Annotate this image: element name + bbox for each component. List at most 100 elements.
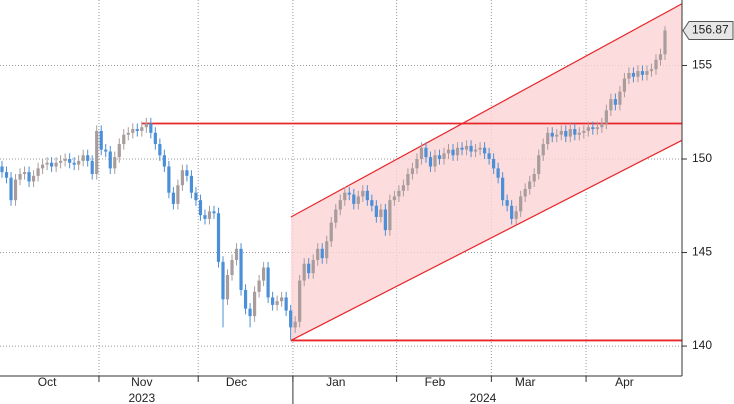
year-label: 2023 [128,391,155,404]
candle-body [230,260,234,275]
candle-body [203,215,207,219]
candle-body [95,130,99,174]
candle-body [487,153,491,160]
candle-body [316,248,320,261]
candle-body [40,164,45,169]
candle-body [519,196,523,212]
candle-body [600,123,604,128]
candle-body [131,129,135,133]
channel-lower [290,139,683,341]
candle-body [663,30,667,55]
candle-body [564,130,568,137]
candle-body [122,134,126,145]
candle-body [135,129,139,131]
candle-body [546,132,550,145]
candle-body [239,248,243,290]
candle-body [198,200,203,216]
candle-body [528,181,532,189]
candle-body [640,71,645,75]
candle-body [352,194,356,204]
candle-body [537,155,541,174]
x-tick-label: Jan [326,375,345,389]
candle-body [158,144,162,156]
candle-body [433,155,437,167]
candle-body [248,308,252,317]
candle-body [252,291,257,317]
candle-body [77,160,81,165]
candle-body [243,289,248,309]
candle-body [225,274,230,300]
candle-body [4,172,9,178]
candle-body [464,145,469,150]
candle-body [194,192,198,201]
candle-body [86,155,90,161]
candle-body [185,170,189,176]
candle-body [428,157,433,167]
candle-body [9,177,13,201]
candle-body [302,263,306,281]
candle-body [22,172,27,174]
candle-body [379,209,383,217]
candle-body [532,173,536,182]
candle-body [573,129,577,135]
candle-body [284,297,288,311]
candle-body [266,267,270,298]
candle-body [568,129,572,137]
candle-body [654,59,658,70]
candle-body [442,153,446,160]
y-tick-label: 140 [692,338,712,352]
candle-body [658,54,663,60]
candle-body [501,177,505,201]
candle-body [622,78,627,92]
candle-body [108,151,112,169]
candle-body [140,127,144,131]
candle-body [257,280,261,292]
candle-body [280,297,284,302]
candle-body [153,132,157,145]
candle-body [334,209,338,223]
candle-body [99,130,103,150]
candle-body [582,130,586,133]
candle-body [419,147,424,160]
last-value-label: 156.87 [692,23,729,37]
x-tick-label: Mar [515,375,536,389]
candle-body [176,185,180,204]
y-tick-label: 145 [692,245,712,259]
candle-body [167,166,171,193]
candle-body [126,132,130,135]
candle-body [365,190,369,201]
candle-body [320,248,324,259]
x-tick-label: Nov [131,375,152,389]
candle-body [325,241,329,259]
candle-body [478,147,482,150]
candle-body [388,200,392,231]
candle-body [401,185,406,191]
candle-body [298,280,302,322]
candle-body [81,155,85,161]
candle-body [469,145,473,152]
candle-body [541,144,545,156]
candle-body [455,147,460,156]
candle-body [437,155,442,160]
candle-body [645,71,649,75]
candle-body [27,172,31,182]
candle-body [577,132,581,135]
candle-body [631,72,636,77]
candle-body [383,209,387,231]
candle-body [13,179,18,201]
candle-body [271,297,275,305]
candle-body [180,170,185,186]
candle-body [149,123,153,133]
candle-body [234,248,239,261]
candles [0,26,667,341]
candle-body [113,157,117,169]
candle-body [415,159,419,169]
candle-body [311,260,315,274]
candle-body [90,160,94,174]
candle-body [162,155,166,167]
x-tick-label: Feb [425,375,446,389]
y-tick-label: 150 [692,151,712,165]
candle-body [406,173,410,186]
channel-upper [290,3,683,218]
